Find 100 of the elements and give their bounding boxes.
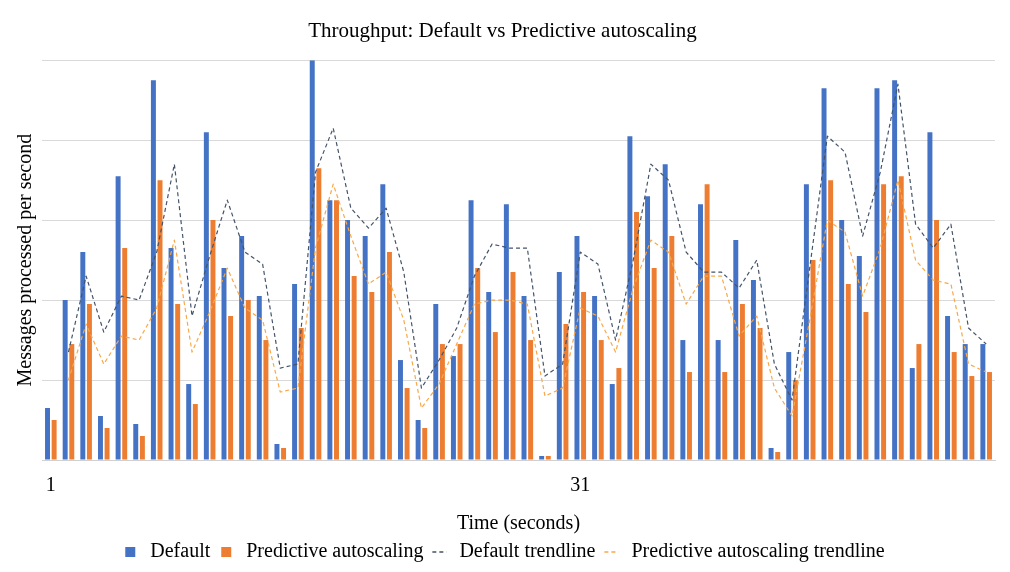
bar bbox=[468, 200, 474, 460]
bar bbox=[750, 280, 756, 460]
bar bbox=[563, 324, 569, 460]
bar bbox=[292, 284, 298, 460]
bar bbox=[281, 448, 287, 460]
bar bbox=[351, 276, 357, 460]
bar bbox=[739, 304, 745, 460]
bar bbox=[298, 328, 304, 460]
bar bbox=[263, 340, 269, 460]
bar bbox=[139, 436, 145, 460]
bar bbox=[733, 240, 739, 460]
x-axis-title: Time (seconds) bbox=[456, 511, 581, 535]
bar bbox=[404, 388, 410, 460]
bar bbox=[616, 368, 622, 460]
bar bbox=[916, 344, 922, 460]
bar bbox=[715, 340, 721, 460]
bar bbox=[150, 80, 156, 460]
bar bbox=[210, 220, 216, 460]
bar bbox=[203, 132, 209, 460]
bar bbox=[545, 456, 551, 460]
bar bbox=[45, 408, 50, 460]
bar bbox=[757, 328, 763, 460]
bar bbox=[439, 344, 445, 460]
bar bbox=[686, 372, 692, 460]
bar bbox=[528, 340, 534, 460]
bar bbox=[362, 236, 368, 460]
bar bbox=[97, 416, 103, 460]
bar bbox=[592, 296, 598, 460]
bar bbox=[228, 316, 234, 460]
legend-label: Predictive autoscaling trendline bbox=[631, 539, 885, 563]
bar bbox=[722, 372, 728, 460]
bar bbox=[274, 444, 280, 460]
bar bbox=[327, 200, 333, 460]
bar bbox=[503, 204, 509, 460]
bar bbox=[669, 236, 675, 460]
bar bbox=[951, 352, 957, 460]
bar bbox=[909, 368, 915, 460]
bar bbox=[86, 304, 92, 460]
bar bbox=[698, 204, 703, 460]
bar bbox=[881, 184, 887, 460]
bar bbox=[581, 292, 587, 460]
x-tick-label: 1 bbox=[45, 473, 56, 496]
bar bbox=[115, 176, 121, 460]
bar bbox=[598, 340, 604, 460]
bar bbox=[486, 292, 492, 460]
bar bbox=[122, 248, 128, 460]
bar bbox=[433, 304, 439, 460]
bar bbox=[828, 180, 834, 460]
bar bbox=[80, 252, 86, 460]
bar bbox=[386, 252, 392, 460]
bar bbox=[415, 420, 421, 460]
bar bbox=[556, 272, 562, 460]
bar bbox=[316, 168, 322, 460]
bar bbox=[775, 452, 781, 460]
bar bbox=[168, 248, 174, 460]
bar bbox=[175, 304, 181, 460]
bar bbox=[962, 344, 968, 460]
bar bbox=[987, 372, 992, 460]
bar bbox=[239, 236, 245, 460]
bar bbox=[457, 344, 463, 460]
legend-label: Default trendline bbox=[459, 539, 596, 562]
bar bbox=[845, 284, 851, 460]
bar bbox=[898, 176, 904, 460]
bar bbox=[104, 428, 110, 460]
bar bbox=[398, 360, 403, 460]
bar bbox=[309, 60, 315, 460]
bar bbox=[856, 256, 862, 460]
bar bbox=[539, 456, 545, 460]
bar bbox=[651, 268, 657, 460]
x-tick-label: 31 bbox=[570, 473, 591, 496]
bar bbox=[768, 448, 774, 460]
bar bbox=[62, 300, 68, 460]
bar bbox=[345, 220, 351, 460]
bar bbox=[945, 316, 951, 460]
bar bbox=[704, 184, 710, 460]
bar bbox=[574, 236, 580, 460]
bar bbox=[792, 380, 798, 460]
bar bbox=[133, 424, 139, 460]
bar bbox=[186, 384, 192, 460]
bar bbox=[475, 268, 481, 460]
bar bbox=[969, 376, 975, 460]
bar bbox=[334, 200, 339, 460]
bar bbox=[634, 212, 639, 460]
bar bbox=[803, 184, 809, 460]
bar bbox=[69, 344, 75, 460]
bar bbox=[934, 220, 940, 460]
bar bbox=[256, 296, 262, 460]
legend-label: Predictive autoscaling bbox=[246, 539, 424, 563]
bar bbox=[786, 352, 792, 460]
bar bbox=[380, 184, 386, 460]
bar bbox=[821, 88, 827, 460]
bar bbox=[192, 404, 198, 460]
bar bbox=[157, 180, 163, 460]
bar bbox=[680, 340, 686, 460]
bar bbox=[645, 196, 651, 460]
legend-label: Default bbox=[150, 539, 211, 562]
bar bbox=[51, 420, 57, 460]
bar bbox=[245, 300, 251, 460]
bar bbox=[927, 132, 933, 460]
bar bbox=[863, 312, 869, 460]
